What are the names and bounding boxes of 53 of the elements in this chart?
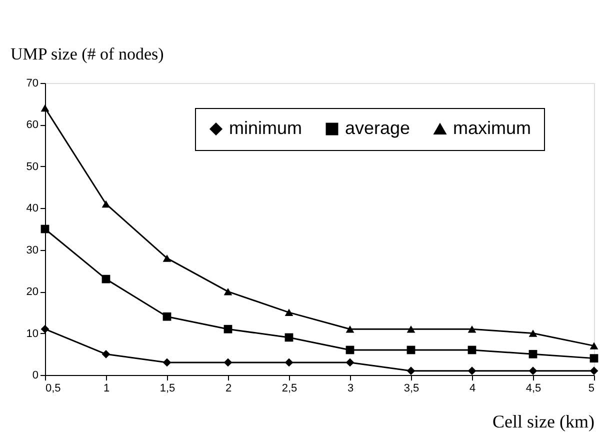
x-tick-label: 1 <box>103 382 110 394</box>
x-tick-label: 3 <box>347 382 354 394</box>
point <box>406 366 416 376</box>
point <box>590 354 598 362</box>
y-tick-label: 30 <box>26 244 38 256</box>
point <box>468 366 476 376</box>
point <box>590 366 598 376</box>
point <box>406 346 416 354</box>
point <box>528 366 538 376</box>
x-tick-label: 1,5 <box>160 382 176 394</box>
x-tick-label: 2 <box>225 382 232 394</box>
point <box>284 333 294 342</box>
y-tick-label: 60 <box>26 119 38 132</box>
point <box>284 308 294 316</box>
x-tick-label: 3,5 <box>404 382 420 394</box>
point <box>528 350 538 358</box>
point <box>346 346 354 354</box>
y-tick-label: 10 <box>26 328 38 340</box>
legend-label: minimum <box>229 118 302 138</box>
legend-label: average <box>345 118 410 138</box>
point <box>40 224 50 234</box>
point <box>162 312 172 321</box>
y-tick-label: 40 <box>26 202 38 215</box>
x-tick-label: 0,5 <box>46 382 61 394</box>
point <box>346 325 354 333</box>
y-axis-title: UMP size (# of nodes) <box>10 44 164 64</box>
point <box>284 358 294 367</box>
point <box>102 274 110 284</box>
point <box>162 358 172 367</box>
point <box>406 325 416 333</box>
legend-label: maximum <box>453 118 532 138</box>
point <box>346 358 354 367</box>
point <box>102 200 110 208</box>
point <box>468 325 476 333</box>
x-tick-label: 4,5 <box>526 382 542 394</box>
x-axis-title: Cell size (km) <box>492 412 594 432</box>
y-tick-label: 70 <box>26 78 38 90</box>
point <box>468 346 476 354</box>
y-tick-label: 20 <box>26 286 38 298</box>
point <box>224 288 232 296</box>
point <box>224 324 232 334</box>
point <box>40 324 50 334</box>
y-tick-label: 0 <box>32 370 38 382</box>
y-tick-label: 50 <box>26 160 38 173</box>
point <box>528 330 538 337</box>
point <box>162 254 172 262</box>
point <box>102 350 110 358</box>
x-tick-label: 4 <box>469 382 476 394</box>
x-tick-label: 2,5 <box>282 382 298 394</box>
point <box>590 342 598 350</box>
x-tick-label: 5 <box>588 382 594 394</box>
point <box>40 104 50 112</box>
point <box>224 358 232 367</box>
